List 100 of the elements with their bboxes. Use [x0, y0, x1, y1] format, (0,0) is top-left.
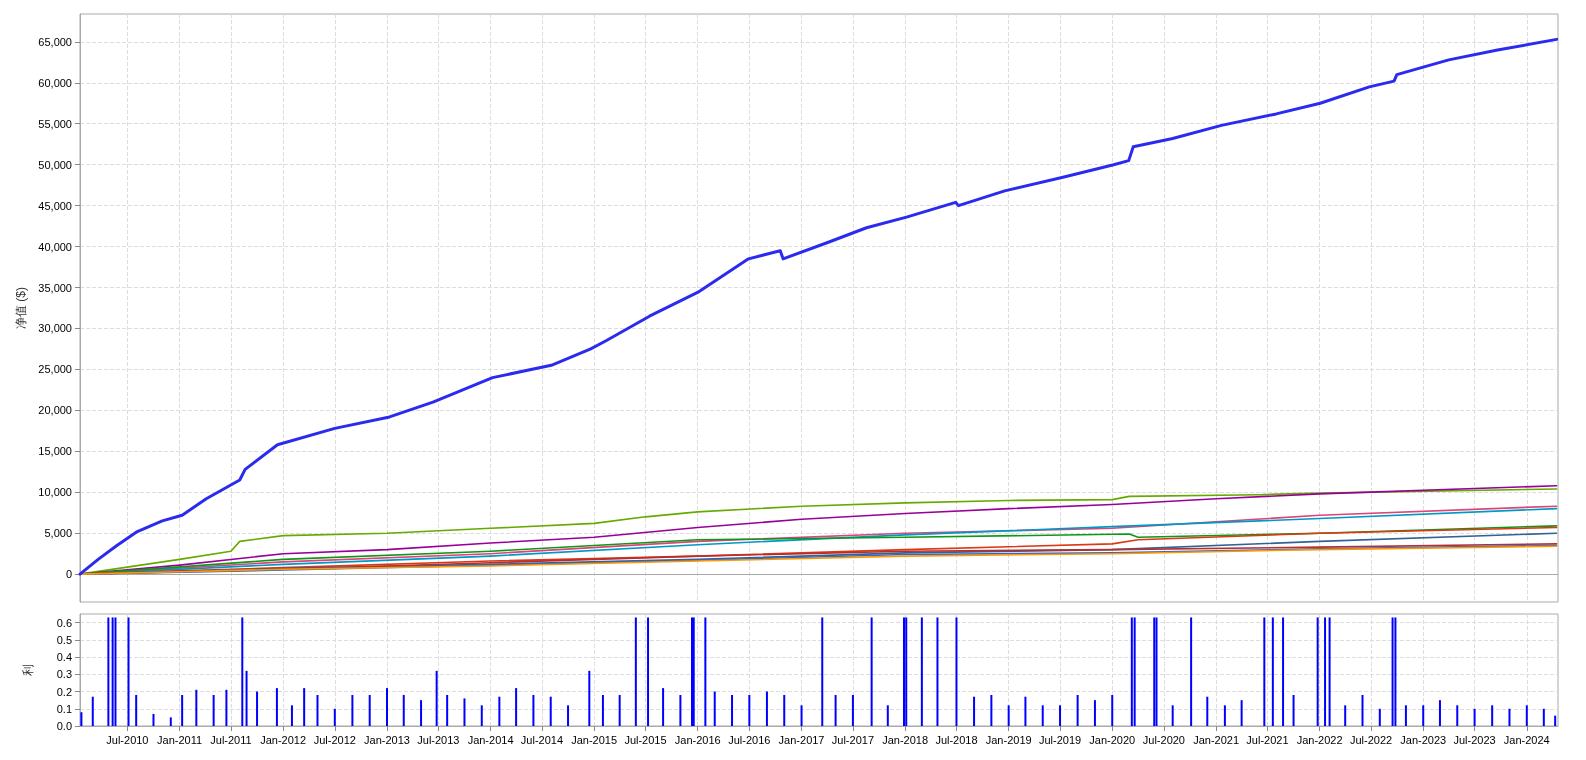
- bar: [1093, 700, 1096, 726]
- bar: [1344, 705, 1347, 726]
- y-axis-title: 利: [21, 664, 35, 676]
- bar: [1324, 617, 1327, 726]
- bar: [765, 691, 768, 726]
- y-tick-label: 0.6: [56, 616, 72, 629]
- x-tick-label: Jul-2012: [313, 733, 356, 746]
- bar: [731, 694, 734, 726]
- bar: [275, 688, 278, 726]
- bar: [1422, 705, 1425, 726]
- bar: [1041, 705, 1044, 726]
- bar: [1282, 617, 1285, 726]
- bar: [480, 705, 483, 726]
- x-tick-label: Jan-2015: [571, 733, 618, 746]
- bar: [1240, 700, 1243, 726]
- x-tick-label: Jul-2011: [210, 733, 252, 746]
- bar: [1316, 617, 1319, 726]
- y-tick-label: 55,000: [38, 117, 72, 130]
- bar: [435, 670, 438, 726]
- bar: [303, 688, 306, 726]
- bar: [905, 617, 908, 726]
- bar: [368, 694, 371, 726]
- bar: [290, 705, 293, 726]
- y-axis-title: 净值 ($): [14, 287, 29, 329]
- bar: [1133, 617, 1136, 726]
- bar: [1328, 617, 1331, 726]
- bar: [195, 689, 198, 726]
- y-tick-label: 40,000: [38, 240, 72, 253]
- x-tick-label: Jan-2016: [674, 733, 721, 746]
- bar: [851, 694, 854, 726]
- bar: [1130, 617, 1133, 726]
- y-tick-label: 0.4: [56, 651, 72, 664]
- bar: [1263, 617, 1266, 726]
- x-tick-label: Jul-2020: [1142, 733, 1185, 746]
- bar: [127, 617, 130, 726]
- bar: [973, 696, 976, 726]
- bar: [152, 713, 155, 726]
- bar: [834, 694, 837, 726]
- x-tick-label: Jan-2014: [467, 733, 514, 746]
- bar: [1394, 617, 1397, 726]
- bar: [713, 691, 716, 726]
- bar: [351, 694, 354, 726]
- bar: [1508, 708, 1511, 726]
- bar: [1111, 694, 1114, 726]
- y-tick-label: 45,000: [38, 199, 72, 212]
- bar: [634, 617, 637, 726]
- x-tick-label: Jan-2017: [778, 733, 825, 746]
- x-tick-label: Jan-2012: [260, 733, 307, 746]
- bar: [1223, 705, 1226, 726]
- bar: [920, 617, 923, 726]
- x-tick-label: Jul-2016: [728, 733, 771, 746]
- x-tick-label: Jan-2020: [1089, 733, 1136, 746]
- bar: [870, 617, 873, 726]
- bar: [1271, 617, 1274, 726]
- bar: [333, 708, 336, 726]
- bar: [1456, 705, 1459, 726]
- bar: [169, 717, 172, 726]
- bar: [618, 694, 621, 726]
- bar: [821, 617, 824, 726]
- x-tick-label: Jul-2019: [1038, 733, 1082, 746]
- bar: [955, 617, 958, 726]
- bar: [936, 617, 939, 726]
- x-tick-label: Jan-2019: [985, 733, 1032, 746]
- bar: [704, 617, 707, 726]
- y-tick-label: 5,000: [44, 527, 72, 540]
- x-tick-label: Jul-2010: [106, 733, 149, 746]
- bar: [212, 694, 215, 726]
- x-tick-label: Jul-2021: [1246, 733, 1289, 746]
- y-tick-label: 0.0: [56, 720, 72, 732]
- bar: [1391, 617, 1394, 726]
- y-tick-label: 0.2: [56, 685, 72, 698]
- x-tick-label: Jul-2023: [1453, 733, 1496, 746]
- bar: [1171, 705, 1174, 726]
- bar: [567, 705, 570, 726]
- y-tick-label: 15,000: [38, 445, 72, 458]
- x-tick-label: Jul-2022: [1349, 733, 1393, 746]
- bar: [402, 694, 405, 726]
- bar: [420, 700, 423, 726]
- bar: [241, 617, 244, 726]
- bar: [114, 617, 117, 726]
- bar: [662, 688, 665, 726]
- bar: [515, 688, 518, 726]
- line-series: [78, 37, 1559, 576]
- x-tick-label: Jul-2018: [935, 733, 978, 746]
- bar: [1190, 617, 1193, 726]
- bar: [1378, 708, 1381, 726]
- bar: [748, 694, 751, 726]
- x-tick-label: Jan-2011: [157, 733, 203, 746]
- bar: [1491, 705, 1494, 726]
- bar: [902, 617, 905, 726]
- bar: [886, 705, 889, 726]
- bar: [588, 670, 591, 726]
- x-tick-label: Jan-2023: [1400, 733, 1447, 746]
- x-tick-label: Jan-2013: [364, 733, 410, 746]
- bar: [111, 617, 114, 726]
- bar: [107, 617, 110, 726]
- y-tick-label: 0.3: [56, 668, 72, 681]
- bar: [1059, 705, 1062, 726]
- bar: [1206, 696, 1209, 726]
- bar: [316, 694, 319, 726]
